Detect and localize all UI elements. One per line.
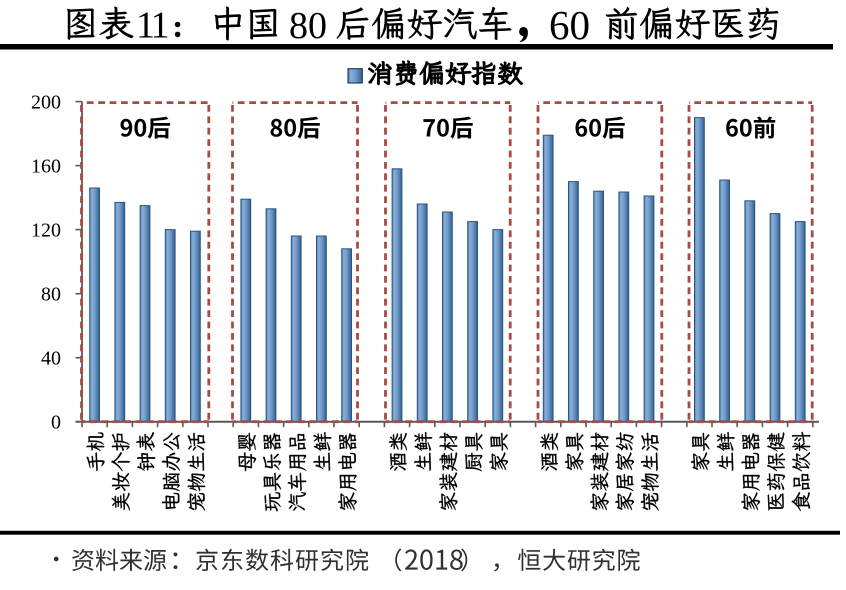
svg-text:160: 160 [31, 156, 61, 178]
svg-text:80: 80 [41, 284, 61, 306]
svg-text:40: 40 [41, 348, 61, 370]
svg-text:1: 1 [136, 5, 155, 47]
svg-text:0: 0 [51, 412, 61, 434]
svg-text:60: 60 [549, 2, 590, 48]
svg-text:120: 120 [31, 220, 61, 242]
svg-text:1: 1 [151, 5, 170, 47]
svg-text:80: 80 [289, 5, 327, 47]
svg-text:200: 200 [31, 92, 61, 114]
